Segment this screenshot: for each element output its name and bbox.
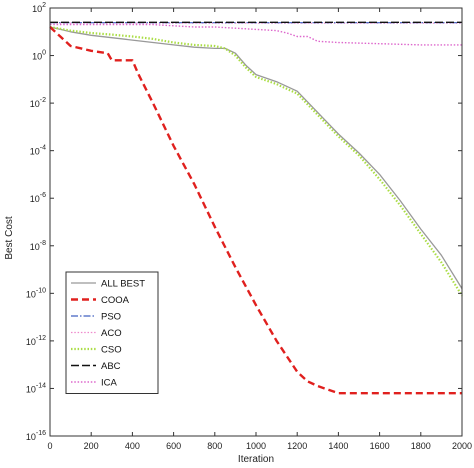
legend-label-cooa: COOA [101,295,130,306]
legend: ALL BEST COOA PSO ACO CSO ABC ICA [65,271,159,394]
x-tick-label: 1200 [287,441,307,451]
series-line-cso [49,25,463,297]
x-tick-label: 0 [47,441,52,451]
y-tick-label: 10-12 [26,335,46,347]
y-tick-label: 10-16 [26,430,46,442]
plot-area [49,21,463,395]
y-tick-label: 10-6 [30,192,46,204]
axes: 0 200 400 600 800 1000 1200 1400 1600 1800 2000 102… [26,2,472,451]
y-tick-label: 10-8 [30,240,46,252]
y-tick-label: 10-4 [30,145,46,157]
y-tick-label: 10-10 [26,287,46,299]
y-tick-label: 10-14 [26,382,46,394]
x-tick-label: 2000 [452,441,472,451]
x-tick-label: 600 [166,441,181,451]
x-tick-label: 1000 [246,441,266,451]
x-tick-label: 200 [84,441,99,451]
y-tick-label: 102 [32,2,46,14]
x-tick-label: 1800 [411,441,431,451]
legend-label-pso: PSO [101,312,121,323]
x-tick-label: 800 [207,441,222,451]
legend-label-cso: CSO [101,345,122,356]
legend-label-aco: ACO [101,328,122,339]
x-tick-label: 1400 [328,441,348,451]
x-tick-label: 400 [125,441,140,451]
legend-label-abc: ABC [101,361,121,372]
x-tick-label: 1600 [370,441,390,451]
y-axis-label: Best Cost [4,216,15,260]
legend-label-ica: ICA [101,378,118,389]
y-tick-label: 100 [32,50,46,62]
x-axis-label: Iteration [238,454,274,465]
series-line-all-best [49,26,463,289]
legend-label-all-best: ALL BEST [101,279,145,290]
series-line-ica [50,23,462,46]
series-line-cooa [49,26,462,395]
y-tick-label: 10-2 [30,97,46,109]
